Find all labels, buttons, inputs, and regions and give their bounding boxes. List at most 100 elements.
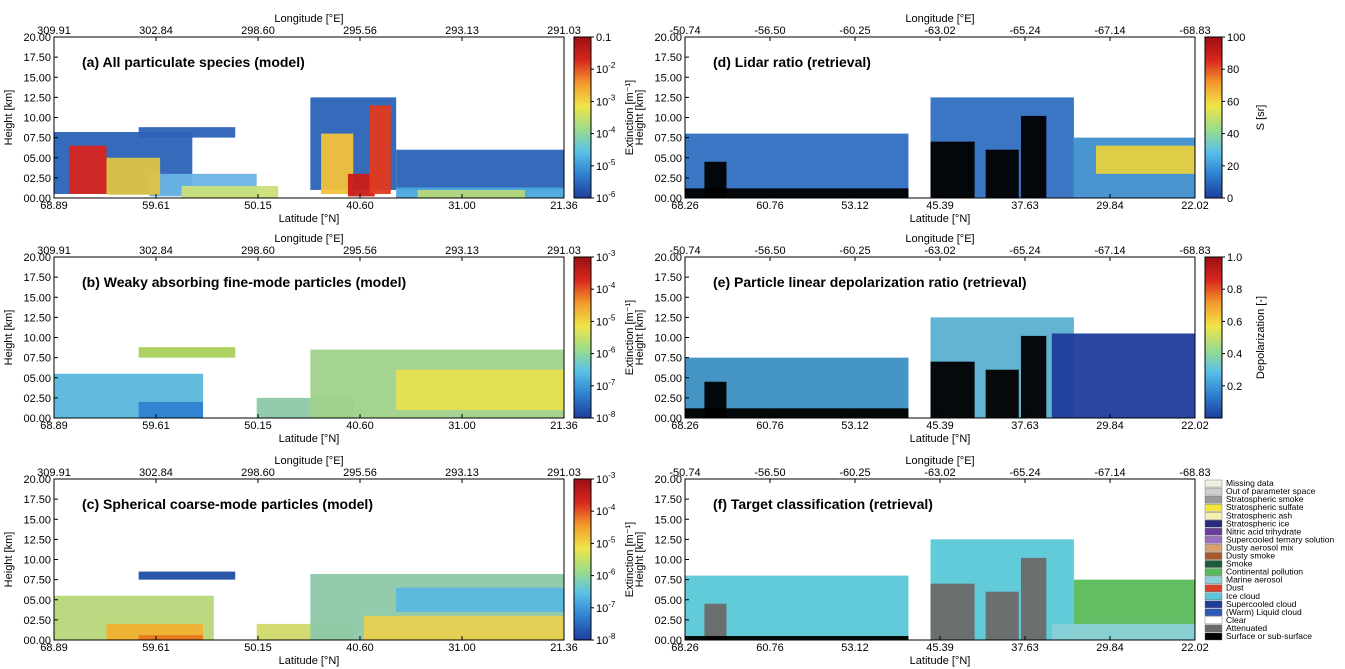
- x-tick-label: 59.61: [142, 200, 170, 212]
- colorbar-tick-base: 10: [596, 413, 608, 425]
- x-top-tick-label: 291.03: [547, 245, 581, 257]
- y-axis-title: Height [km]: [634, 90, 646, 146]
- x-tick-label: 53.12: [841, 642, 869, 654]
- legend-swatch: [1204, 495, 1223, 504]
- heatmap-region: [369, 105, 391, 194]
- y-tick-label: 17.50: [23, 494, 51, 506]
- panel-c: 00.00 02.50 05.00 07.50 10.00 12.50 15.00 17.50…: [3, 455, 636, 667]
- colorbar-tick-label: 10-3: [596, 249, 616, 264]
- y-tick-label: 12.50: [654, 534, 682, 546]
- heatmap-region: [1020, 115, 1047, 198]
- y-tick-label: 02.50: [23, 173, 51, 185]
- colorbar-tick-exponent: -5: [608, 535, 616, 544]
- x-top-tick-label: 298.60: [241, 25, 275, 37]
- heatmap-region: [985, 591, 1019, 640]
- colorbar-tick-exponent: -4: [608, 503, 616, 512]
- x-top-tick-label: -50.74: [669, 245, 700, 257]
- x-tick-label: 53.12: [841, 200, 869, 212]
- x-tick-label: 31.00: [448, 642, 476, 654]
- colorbar-tick-label: 10-8: [596, 410, 616, 425]
- x-tick-label: 21.36: [550, 200, 578, 212]
- legend-swatch: [1204, 568, 1223, 576]
- y-tick-label: 02.50: [654, 173, 682, 185]
- heatmap-region: [138, 127, 236, 138]
- x-top-tick-label: -60.25: [839, 467, 870, 479]
- colorbar-tick-base: 10: [596, 193, 608, 205]
- legend-label: (Warm) Liquid cloud: [1226, 607, 1302, 617]
- y-tick-label: 00.00: [654, 635, 682, 647]
- y-tick-label: 20.00: [654, 32, 682, 44]
- x-tick-label: 31.00: [448, 200, 476, 212]
- colorbar-tick-exponent: -6: [608, 346, 616, 355]
- x-top-tick-label: -60.25: [839, 245, 870, 257]
- y-tick-label: 20.00: [23, 32, 51, 44]
- y-tick-label: 15.00: [654, 72, 682, 84]
- legend-label: Surface or sub-surface: [1226, 631, 1312, 641]
- panel-title: (e) Particle linear depolarization ratio…: [713, 274, 1027, 290]
- y-tick-label: 10.00: [654, 113, 682, 125]
- y-tick-label: 12.50: [654, 92, 682, 104]
- colorbar-tick-label: 0.1: [596, 32, 611, 44]
- colorbar-tick-base: 0.6: [1227, 316, 1242, 328]
- x-top-tick-label: -56.50: [754, 245, 785, 257]
- y-tick-label: 20.00: [23, 252, 51, 264]
- x-top-tick-label: 295.56: [343, 467, 377, 479]
- x-tick-label: 29.84: [1096, 420, 1124, 432]
- colorbar-tick-label: 10-7: [596, 378, 616, 393]
- x-tick-label: 53.12: [841, 420, 869, 432]
- colorbar-label: Extinction [m⁻¹]: [624, 80, 636, 156]
- y-tick-label: 17.50: [654, 272, 682, 284]
- x-top-tick-label: 298.60: [241, 245, 275, 257]
- x-top-tick-label: 309.91: [37, 467, 71, 479]
- heatmap-regions: [54, 97, 564, 198]
- legend-label: Nitric acid trihydrate: [1226, 526, 1301, 536]
- legend-label: Supercooled ternary solution: [1226, 534, 1334, 544]
- colorbar-scale: [573, 256, 592, 419]
- heatmap-region: [704, 161, 727, 198]
- legend-swatch: [1204, 536, 1223, 544]
- legend-swatch: [1204, 544, 1223, 552]
- colorbar-tick-exponent: -8: [608, 632, 616, 641]
- y-tick-label: 05.00: [23, 373, 51, 385]
- colorbar-tick-label: 0.4: [1227, 349, 1242, 361]
- x-tick-label: 68.89: [40, 200, 68, 212]
- y-tick-label: 05.00: [23, 153, 51, 165]
- colorbar-tick-label: 20: [1227, 161, 1239, 173]
- colorbar-tick-label: 0.2: [1227, 381, 1242, 393]
- y-tick-label: 10.00: [654, 555, 682, 567]
- x-top-tick-label: 302.84: [139, 467, 173, 479]
- x-tick-label: 59.61: [142, 420, 170, 432]
- y-tick-label: 00.00: [23, 193, 51, 205]
- heatmap-regions: [685, 539, 1195, 640]
- x-top-axis-title: Longitude [°E]: [274, 13, 343, 25]
- colorbar-tick-base: 0.1: [596, 32, 611, 44]
- legend-swatch: [1204, 512, 1223, 520]
- heatmap-region: [138, 571, 236, 580]
- colorbar-tick-base: 10: [596, 635, 608, 647]
- panel-title: (c) Spherical coarse-mode particles (mod…: [82, 496, 373, 512]
- colorbar-tick-exponent: -7: [608, 378, 616, 387]
- heatmap-region: [138, 401, 204, 418]
- colorbar-tick-base: 10: [596, 252, 608, 264]
- x-tick-label: 60.76: [756, 420, 784, 432]
- colorbar-tick-exponent: -4: [608, 126, 616, 135]
- legend-swatch: [1204, 576, 1223, 584]
- legend-label: Stratospheric ash: [1226, 510, 1292, 520]
- colorbar-tick-label: 0.6: [1227, 316, 1242, 328]
- y-tick-label: 15.00: [654, 292, 682, 304]
- y-tick-label: 17.50: [654, 494, 682, 506]
- x-top-tick-label: -56.50: [754, 25, 785, 37]
- colorbar-tick-exponent: -8: [608, 410, 616, 419]
- x-tick-label: 50.15: [244, 420, 272, 432]
- colorbar-label: Extinction [m⁻¹]: [624, 522, 636, 598]
- y-tick-label: 15.00: [23, 292, 51, 304]
- x-tick-label: 45.39: [926, 642, 954, 654]
- x-top-axis-title: Longitude [°E]: [274, 233, 343, 245]
- y-tick-label: 20.00: [654, 474, 682, 486]
- y-tick-label: 00.00: [654, 193, 682, 205]
- colorbar-tick-base: 20: [1227, 161, 1239, 173]
- legend-label: Stratospheric smoke: [1226, 494, 1304, 504]
- panel-a: 00.00 02.50 05.00 07.50 10.00 12.50 15.00 17.50…: [3, 13, 636, 225]
- x-top-tick-label: 291.03: [547, 25, 581, 37]
